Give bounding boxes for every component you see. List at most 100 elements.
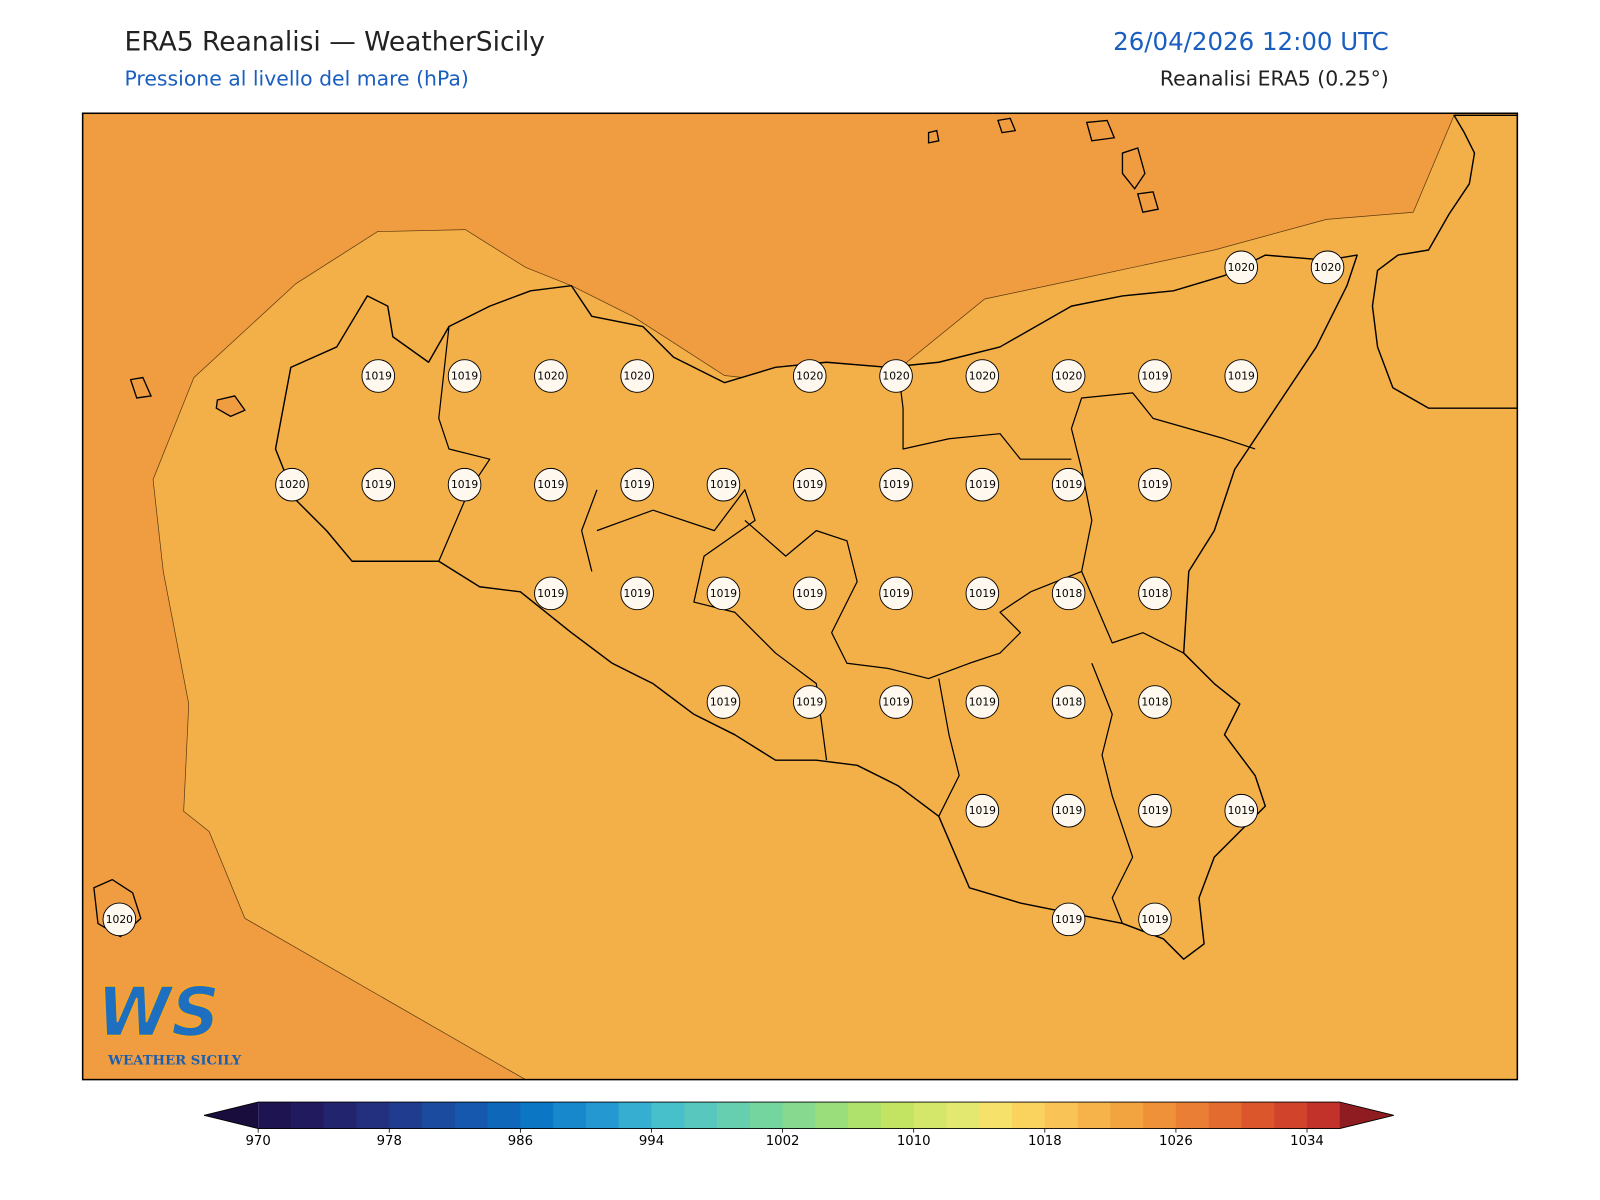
colorbar-bin	[815, 1102, 849, 1129]
colorbar-bin	[1208, 1102, 1242, 1129]
station-value: 1019	[882, 696, 909, 709]
station-marker	[965, 359, 1000, 393]
station-value: 1019	[1055, 804, 1082, 817]
colorbar-bin	[1241, 1102, 1275, 1129]
station-marker	[1138, 685, 1172, 719]
station-value: 1018	[1141, 696, 1168, 709]
station-value: 1019	[365, 478, 392, 491]
station-marker	[879, 685, 913, 719]
station-marker	[1310, 250, 1345, 285]
colorbar-bin	[1077, 1102, 1111, 1129]
station-marker	[534, 576, 568, 611]
station-value: 1019	[796, 696, 823, 709]
station-value: 1018	[1055, 587, 1082, 600]
station-marker	[534, 467, 568, 502]
station-marker	[965, 793, 1000, 828]
colorbar-bin	[913, 1102, 947, 1129]
calabria-coast	[1371, 114, 1518, 409]
colorbar-bin	[1175, 1102, 1210, 1129]
colorbar-bin	[323, 1102, 357, 1129]
station-marker	[275, 467, 309, 502]
station-marker	[620, 467, 654, 502]
logo-initials: WS	[97, 973, 220, 1052]
title: ERA5 Reanalisi — WeatherSicily	[124, 26, 545, 57]
station-marker	[1138, 902, 1172, 937]
colorbar-tick-label: 994	[639, 1134, 664, 1149]
station-marker	[1051, 576, 1086, 611]
colorbar-bin	[585, 1102, 620, 1129]
colorbar-bin	[553, 1102, 587, 1129]
station-value: 1019	[796, 587, 823, 600]
station-value: 1020	[278, 478, 305, 491]
colorbar-bin	[454, 1102, 489, 1129]
station-value: 1019	[451, 478, 478, 491]
station-value: 1020	[1055, 370, 1082, 383]
colorbar-tick-label: 970	[246, 1134, 271, 1149]
station-marker	[879, 467, 913, 502]
station-value: 1019	[1055, 913, 1082, 926]
station-marker	[1051, 467, 1086, 502]
colorbar-bin	[651, 1102, 685, 1129]
station-value: 1019	[537, 478, 564, 491]
station-value: 1019	[624, 478, 651, 491]
station-value: 1019	[537, 587, 564, 600]
station-marker	[1224, 793, 1259, 828]
station-value: 1019	[365, 370, 392, 383]
station-marker	[1051, 902, 1086, 937]
station-value: 1019	[451, 370, 478, 383]
station-value: 1019	[1228, 370, 1255, 383]
station-marker	[1224, 359, 1259, 393]
colorbar: 970 978 986 994 1002 1010 1018 1026 1034	[203, 1101, 1394, 1149]
islands	[93, 117, 1160, 938]
station-marker	[792, 359, 827, 393]
colorbar-bin	[717, 1102, 751, 1129]
station-value: 1019	[710, 696, 737, 709]
colorbar-bin	[1012, 1102, 1046, 1129]
colorbar-bin	[258, 1102, 292, 1129]
colorbar-bin	[848, 1102, 882, 1129]
station-labels: 1020 1020 1019 1019 1020 1020 1020 1020 1020 1020…	[102, 250, 1345, 937]
colorbar-bin	[1274, 1102, 1308, 1129]
station-marker	[361, 467, 396, 502]
colorbar-bin	[487, 1102, 521, 1129]
colorbar-tick-label: 1026	[1159, 1134, 1193, 1149]
station-marker	[965, 685, 1000, 719]
station-value: 1018	[1141, 587, 1168, 600]
station-value: 1019	[1055, 478, 1082, 491]
station-value: 1019	[882, 587, 909, 600]
colorbar-bin	[684, 1102, 718, 1129]
station-marker	[1138, 467, 1172, 502]
colorbar-bin	[946, 1102, 980, 1129]
station-marker	[447, 359, 482, 393]
station-value: 1020	[969, 370, 996, 383]
colorbar-tick-label: 978	[377, 1134, 402, 1149]
colorbar-tick-label: 1002	[766, 1134, 800, 1149]
station-marker	[706, 576, 741, 611]
colorbar-bin	[979, 1102, 1013, 1129]
station-marker	[1138, 793, 1172, 828]
station-marker	[102, 902, 137, 937]
colorbar-bin	[1110, 1102, 1144, 1129]
station-value: 1019	[1141, 370, 1168, 383]
station-marker	[792, 576, 827, 611]
station-marker	[534, 359, 568, 393]
colorbar-tick-label: 1034	[1290, 1134, 1324, 1149]
map-frame	[81, 112, 1519, 1081]
colorbar-bin	[749, 1102, 783, 1129]
colorbar-bin	[1044, 1102, 1078, 1129]
station-value: 1019	[624, 587, 651, 600]
colorbar-bin	[520, 1102, 554, 1129]
map-area	[82, 113, 1518, 1080]
station-value: 1019	[710, 587, 737, 600]
colorbar-tick-label: 1018	[1028, 1134, 1062, 1149]
logo-name: WEATHER SICILY	[107, 1053, 242, 1068]
colorbar-over	[1339, 1102, 1394, 1129]
datetime: 26/04/2026 12:00 UTC	[1113, 27, 1389, 56]
colorbar-bin	[880, 1102, 915, 1129]
station-marker	[1051, 359, 1086, 393]
station-marker	[706, 467, 741, 502]
colorbar-bin	[782, 1102, 816, 1129]
colorbar-bin	[618, 1102, 652, 1129]
